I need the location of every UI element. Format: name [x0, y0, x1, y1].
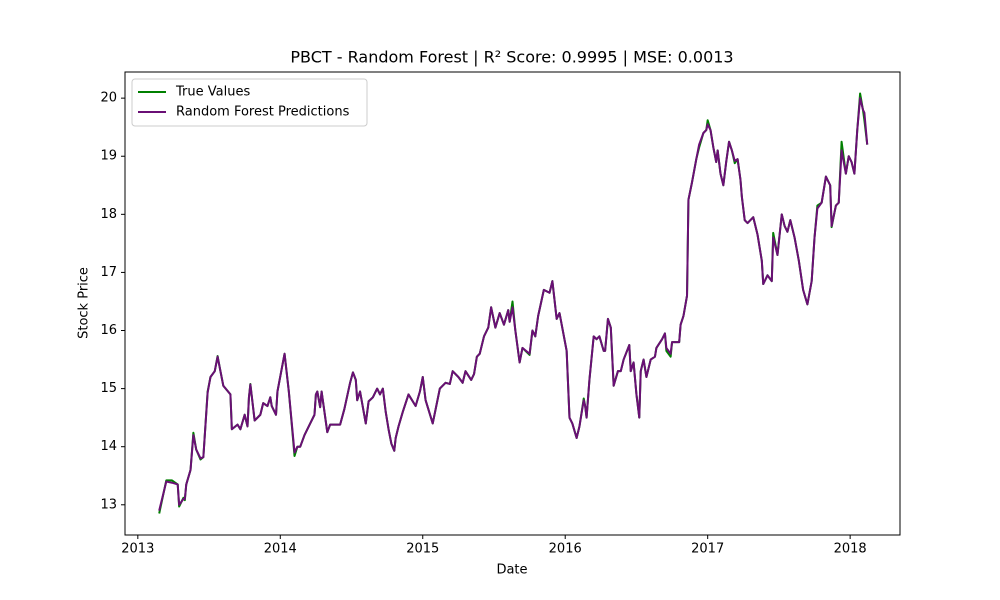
legend-box	[131, 78, 368, 127]
plot-frame	[124, 71, 901, 536]
chart-title: PBCT - Random Forest | R² Score: 0.9995 …	[290, 48, 733, 67]
legend-label: Random Forest Predictions	[176, 105, 350, 120]
y-tick-label: 18	[100, 207, 117, 222]
y-tick-label: 15	[100, 381, 117, 396]
x-axis-label: Date	[496, 563, 527, 578]
x-tick-label: 2016	[549, 542, 582, 557]
x-tick-label: 2013	[121, 542, 154, 557]
x-tick-label: 2014	[264, 542, 297, 557]
y-tick-label: 17	[100, 265, 117, 280]
series-line	[158, 97, 869, 511]
y-tick-label: 16	[100, 323, 117, 338]
y-tick-label: 20	[100, 91, 117, 106]
legend-label: True Values	[175, 85, 250, 100]
y-axis-label: Stock Price	[77, 267, 92, 339]
y-tick-label: 13	[100, 497, 117, 512]
y-tick-label: 14	[100, 439, 117, 454]
x-tick-label: 2017	[691, 542, 724, 557]
x-tick-label: 2015	[406, 542, 439, 557]
x-tick-label: 2018	[834, 542, 867, 557]
y-tick-label: 19	[100, 149, 117, 164]
